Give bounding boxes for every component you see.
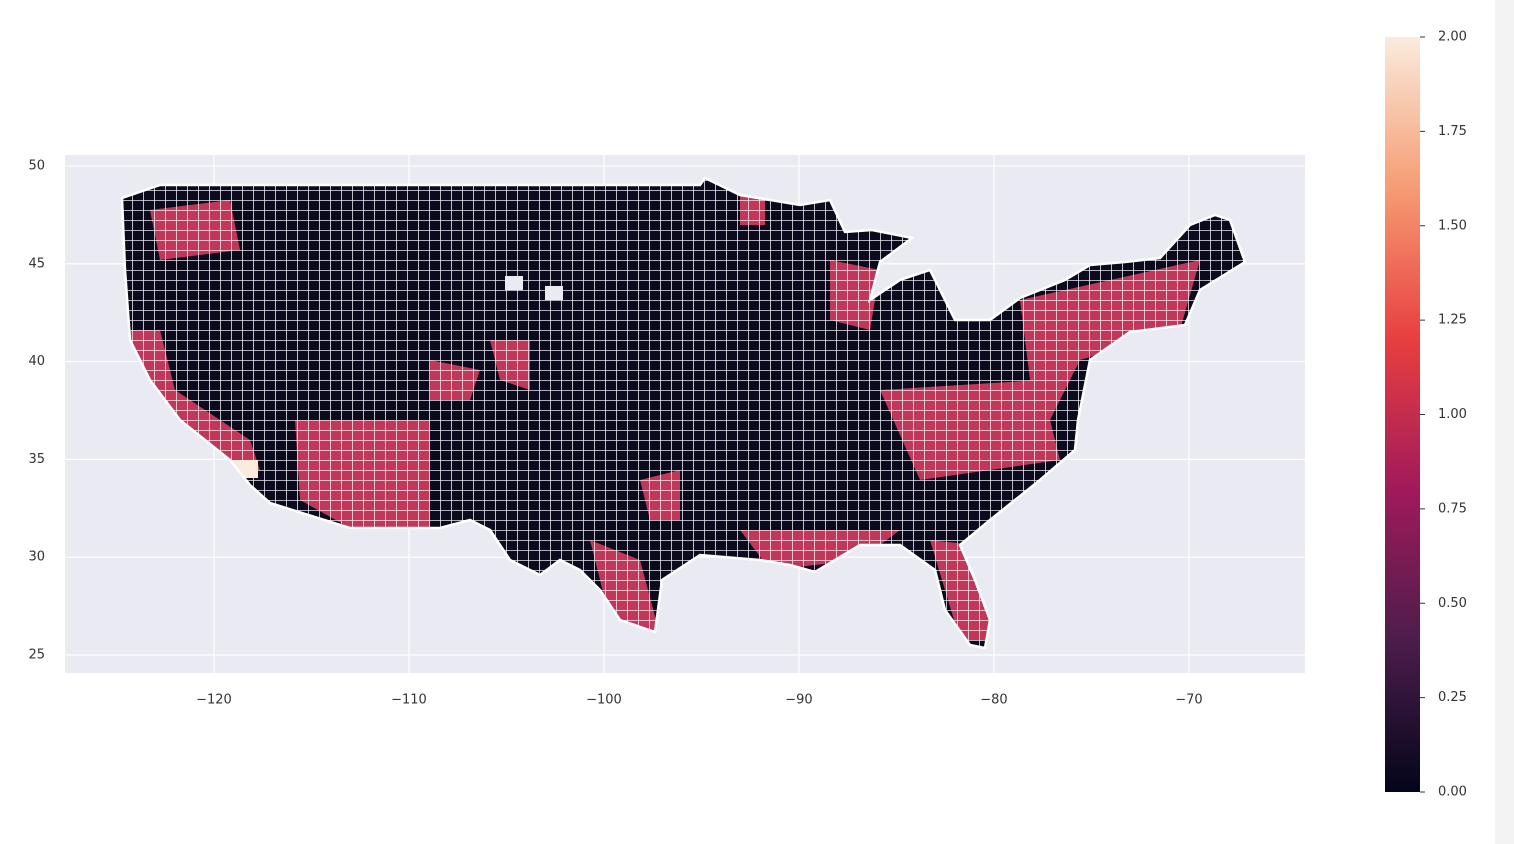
x-tick-label: −120 [196, 693, 232, 708]
ticks: −120 −110 −100 −90 −80 −70 25 30 35 40 45 50 0.00 0.2… [28, 30, 1467, 800]
colorbar-tick-label: 1.50 [1438, 218, 1467, 233]
county-missing [505, 276, 523, 290]
colorbar-tick-label: 0.25 [1438, 690, 1467, 705]
y-tick-label: 25 [28, 648, 45, 663]
colorbar-tick-label: 0.00 [1438, 785, 1467, 800]
colorbar-tick-label: 1.25 [1438, 313, 1467, 328]
scrollbar-track [1495, 0, 1514, 844]
x-tick-label: −110 [391, 693, 427, 708]
colorbar-tick-label: 1.75 [1438, 124, 1467, 139]
x-tick-label: −70 [1175, 693, 1202, 708]
y-tick-label: 30 [28, 550, 45, 565]
colorbar-tick-label: 0.50 [1438, 596, 1467, 611]
x-tick-label: −90 [785, 693, 812, 708]
colorbar-tick-label: 2.00 [1438, 30, 1467, 45]
y-tick-label: 40 [28, 354, 45, 369]
colorbar [1385, 37, 1420, 792]
counties-highlight [125, 190, 1200, 640]
x-tick-label: −100 [586, 693, 622, 708]
colorbar-tick-label: 0.75 [1438, 501, 1467, 516]
colorbar-tick-label: 1.00 [1438, 407, 1467, 422]
y-tick-label: 50 [28, 158, 45, 173]
county-missing [545, 286, 563, 300]
y-tick-label: 45 [28, 256, 45, 271]
y-tick-label: 35 [28, 452, 45, 467]
x-tick-label: −80 [980, 693, 1007, 708]
